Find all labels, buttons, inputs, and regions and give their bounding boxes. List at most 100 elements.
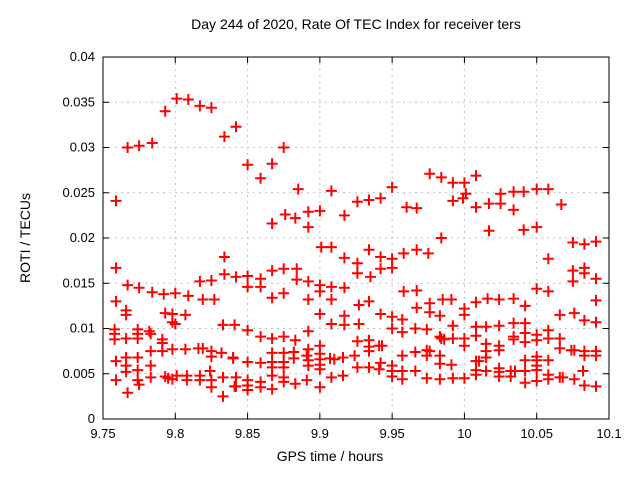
data-point (266, 265, 278, 277)
data-point (314, 363, 326, 375)
data-point (353, 318, 365, 330)
data-point (458, 340, 470, 352)
data-point (353, 299, 365, 311)
data-point (242, 159, 254, 171)
data-point (255, 281, 267, 293)
data-point (386, 262, 398, 274)
data-point (365, 271, 376, 283)
data-point (266, 370, 278, 382)
data-point (567, 265, 579, 277)
data-point (554, 333, 566, 344)
data-point (409, 346, 421, 358)
data-point (230, 271, 242, 283)
data-point (205, 381, 217, 393)
data-point (194, 100, 206, 112)
data-point (217, 319, 229, 331)
data-point (278, 142, 290, 153)
data-point (480, 352, 492, 363)
y-tick-label: 0.035 (62, 94, 95, 109)
data-point (351, 196, 363, 208)
data-point (542, 253, 554, 265)
data-point (508, 333, 520, 345)
x-tick-label: 10.1 (596, 426, 621, 441)
data-point (205, 275, 217, 286)
data-point (434, 358, 446, 370)
data-point (171, 370, 183, 382)
data-point (325, 281, 337, 293)
data-point (110, 195, 122, 207)
data-point (278, 376, 290, 388)
data-point (396, 350, 408, 362)
data-point (411, 202, 423, 214)
data-point (542, 373, 554, 385)
data-point (110, 262, 122, 274)
data-point (182, 290, 194, 302)
data-point (493, 344, 505, 356)
data-point (554, 342, 566, 354)
x-axis-label: GPS time / hours (276, 448, 384, 464)
data-point (518, 186, 530, 198)
data-point (255, 381, 267, 393)
data-point (120, 366, 132, 378)
data-point (255, 331, 267, 343)
data-point (255, 357, 267, 369)
data-point (205, 351, 217, 363)
data-point (396, 326, 408, 338)
data-point (401, 201, 413, 213)
data-point (145, 345, 157, 357)
data-point (315, 241, 327, 253)
x-tick-label: 9.75 (90, 426, 115, 441)
data-point (375, 263, 387, 275)
y-tick-label: 0 (88, 411, 95, 426)
data-point (338, 209, 350, 221)
data-point (133, 282, 145, 294)
data-point (171, 93, 183, 105)
data-point (291, 263, 303, 275)
data-point (508, 293, 520, 305)
y-tick-label: 0.015 (62, 275, 95, 290)
x-tick-label: 10 (457, 426, 471, 441)
data-point (278, 263, 290, 275)
data-point (314, 381, 326, 393)
data-point (229, 319, 241, 331)
data-point (386, 311, 398, 323)
data-point (314, 285, 326, 297)
data-point (122, 142, 134, 153)
data-point (169, 318, 181, 330)
data-point (110, 295, 122, 307)
data-point (411, 285, 423, 296)
data-point (480, 365, 492, 377)
data-point (302, 325, 314, 337)
data-point (470, 369, 482, 381)
data-point (531, 364, 543, 376)
data-point (363, 244, 375, 256)
data-point (302, 206, 314, 218)
data-point (291, 274, 303, 286)
data-point (145, 360, 157, 372)
data-point (351, 335, 363, 347)
y-tick-label: 0.03 (70, 140, 95, 155)
data-point (266, 292, 278, 304)
data-point (508, 204, 520, 216)
data-point (197, 342, 209, 354)
data-point (578, 267, 590, 279)
data-point (218, 131, 230, 143)
data-point (337, 370, 349, 382)
data-point (325, 371, 337, 383)
data-point (179, 343, 191, 355)
data-point (421, 350, 433, 362)
data-point (159, 105, 171, 117)
data-point (578, 350, 590, 362)
data-point (447, 195, 459, 207)
data-point (396, 314, 408, 325)
data-point (166, 343, 178, 355)
x-tick-label: 9.95 (379, 426, 404, 441)
data-point (217, 371, 229, 383)
data-point (447, 177, 459, 189)
data-point (590, 294, 602, 306)
data-point (578, 380, 590, 391)
data-point (266, 218, 278, 229)
data-point (133, 379, 145, 391)
data-point (194, 275, 206, 287)
